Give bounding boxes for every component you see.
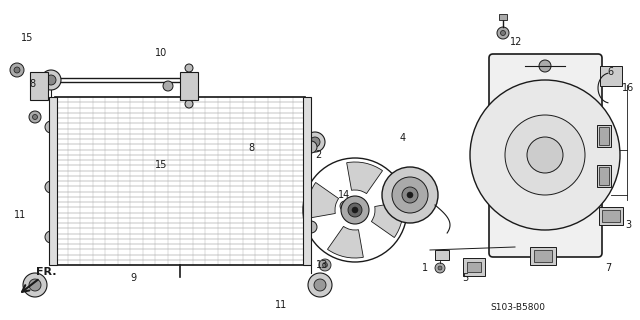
Text: 11: 11 (14, 210, 26, 220)
Circle shape (539, 60, 551, 72)
Bar (467, 262, 481, 272)
Circle shape (323, 262, 328, 268)
Wedge shape (307, 182, 339, 218)
Circle shape (343, 204, 347, 208)
Bar (55, 97, 305, 265)
Circle shape (41, 70, 61, 90)
Circle shape (341, 196, 369, 224)
Circle shape (407, 192, 413, 198)
Bar (303, 97, 311, 265)
Text: 13: 13 (316, 260, 328, 270)
Text: 16: 16 (622, 83, 634, 93)
Circle shape (29, 279, 41, 291)
Bar (49, 97, 57, 265)
Circle shape (314, 279, 326, 291)
Bar (463, 258, 485, 276)
Text: 6: 6 (607, 67, 613, 77)
Circle shape (402, 187, 418, 203)
Circle shape (470, 80, 620, 230)
Wedge shape (328, 226, 364, 258)
Bar (599, 167, 609, 185)
Bar (602, 210, 620, 222)
Bar (597, 165, 611, 187)
Text: S103-B5800: S103-B5800 (490, 303, 545, 313)
Text: 12: 12 (510, 37, 522, 47)
Text: 14: 14 (338, 190, 350, 200)
Bar (180, 72, 198, 100)
Circle shape (185, 64, 193, 72)
Text: FR.: FR. (36, 267, 56, 277)
Circle shape (185, 100, 193, 108)
Circle shape (305, 141, 317, 153)
Text: 4: 4 (400, 133, 406, 143)
Text: 9: 9 (130, 273, 136, 283)
Wedge shape (371, 202, 403, 237)
Circle shape (348, 203, 362, 217)
Circle shape (352, 207, 358, 213)
Circle shape (435, 263, 445, 273)
Circle shape (163, 81, 173, 91)
Circle shape (308, 273, 332, 297)
Bar (530, 247, 556, 265)
Wedge shape (347, 162, 383, 194)
Text: 8: 8 (29, 79, 35, 89)
Bar (534, 250, 552, 262)
Circle shape (319, 259, 331, 271)
Circle shape (310, 137, 320, 147)
Text: 3: 3 (625, 220, 631, 230)
Circle shape (340, 201, 350, 211)
Bar (30, 72, 48, 100)
Bar (599, 207, 623, 225)
Text: 5: 5 (462, 273, 468, 283)
Circle shape (305, 132, 325, 152)
Text: 11: 11 (275, 300, 287, 310)
FancyBboxPatch shape (489, 54, 602, 257)
Circle shape (33, 115, 38, 119)
Circle shape (29, 111, 41, 123)
Circle shape (305, 221, 317, 233)
Circle shape (527, 137, 563, 173)
Text: 15: 15 (155, 160, 168, 170)
Bar (600, 66, 622, 86)
Circle shape (438, 266, 442, 270)
Circle shape (45, 231, 57, 243)
Text: 1: 1 (422, 263, 428, 273)
Circle shape (45, 181, 57, 193)
Circle shape (10, 63, 24, 77)
Circle shape (382, 167, 438, 223)
Bar (435, 250, 449, 260)
Circle shape (392, 177, 428, 213)
Text: 8: 8 (248, 143, 254, 153)
Circle shape (45, 121, 57, 133)
Bar (599, 127, 609, 145)
Text: 15: 15 (21, 33, 33, 43)
Text: 7: 7 (605, 263, 611, 273)
Circle shape (46, 75, 56, 85)
Circle shape (500, 30, 506, 36)
Circle shape (14, 67, 20, 73)
Text: 2: 2 (315, 150, 321, 160)
Circle shape (505, 115, 585, 195)
Circle shape (497, 27, 509, 39)
Bar (597, 125, 611, 147)
Circle shape (23, 273, 47, 297)
Text: 10: 10 (155, 48, 167, 58)
Bar (499, 14, 507, 20)
